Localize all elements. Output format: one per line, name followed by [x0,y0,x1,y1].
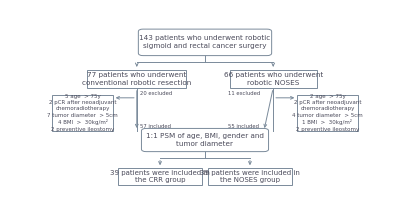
Text: 5 age  > 75y
2 pCR after neoadjuvant
chemoradiotherapy
7 tumor diameter  > 5cm
4: 5 age > 75y 2 pCR after neoadjuvant chem… [47,94,118,132]
Text: 11 excluded: 11 excluded [228,91,260,96]
Text: 55 included: 55 included [228,124,259,129]
FancyBboxPatch shape [142,128,268,152]
Text: 66 patients who underwent
robotic NOSES: 66 patients who underwent robotic NOSES [224,72,323,86]
FancyBboxPatch shape [118,168,202,185]
FancyBboxPatch shape [297,95,358,131]
FancyBboxPatch shape [230,70,317,88]
Text: 1:1 PSM of age, BMI, gender and
tumor diameter: 1:1 PSM of age, BMI, gender and tumor di… [146,133,264,147]
Text: 20 excluded: 20 excluded [140,91,172,96]
FancyBboxPatch shape [87,70,186,88]
Text: 39 patients were included in
the NOSES group: 39 patients were included in the NOSES g… [200,170,300,183]
Text: 57 included: 57 included [140,124,171,129]
FancyBboxPatch shape [208,168,292,185]
FancyBboxPatch shape [138,29,272,56]
Text: 2 age  > 75y
2 pCR after neoadjuvant
chemoradiotherapy
4 tumor diameter  > 5cm
1: 2 age > 75y 2 pCR after neoadjuvant chem… [292,94,363,132]
Text: 39 patients were included in
the CRR group: 39 patients were included in the CRR gro… [110,170,210,183]
Text: 77 patients who underwent
conventional robotic resection: 77 patients who underwent conventional r… [82,72,192,86]
FancyBboxPatch shape [52,95,113,131]
Text: 143 patients who underwent robotic
sigmoid and rectal cancer surgery: 143 patients who underwent robotic sigmo… [139,35,271,49]
